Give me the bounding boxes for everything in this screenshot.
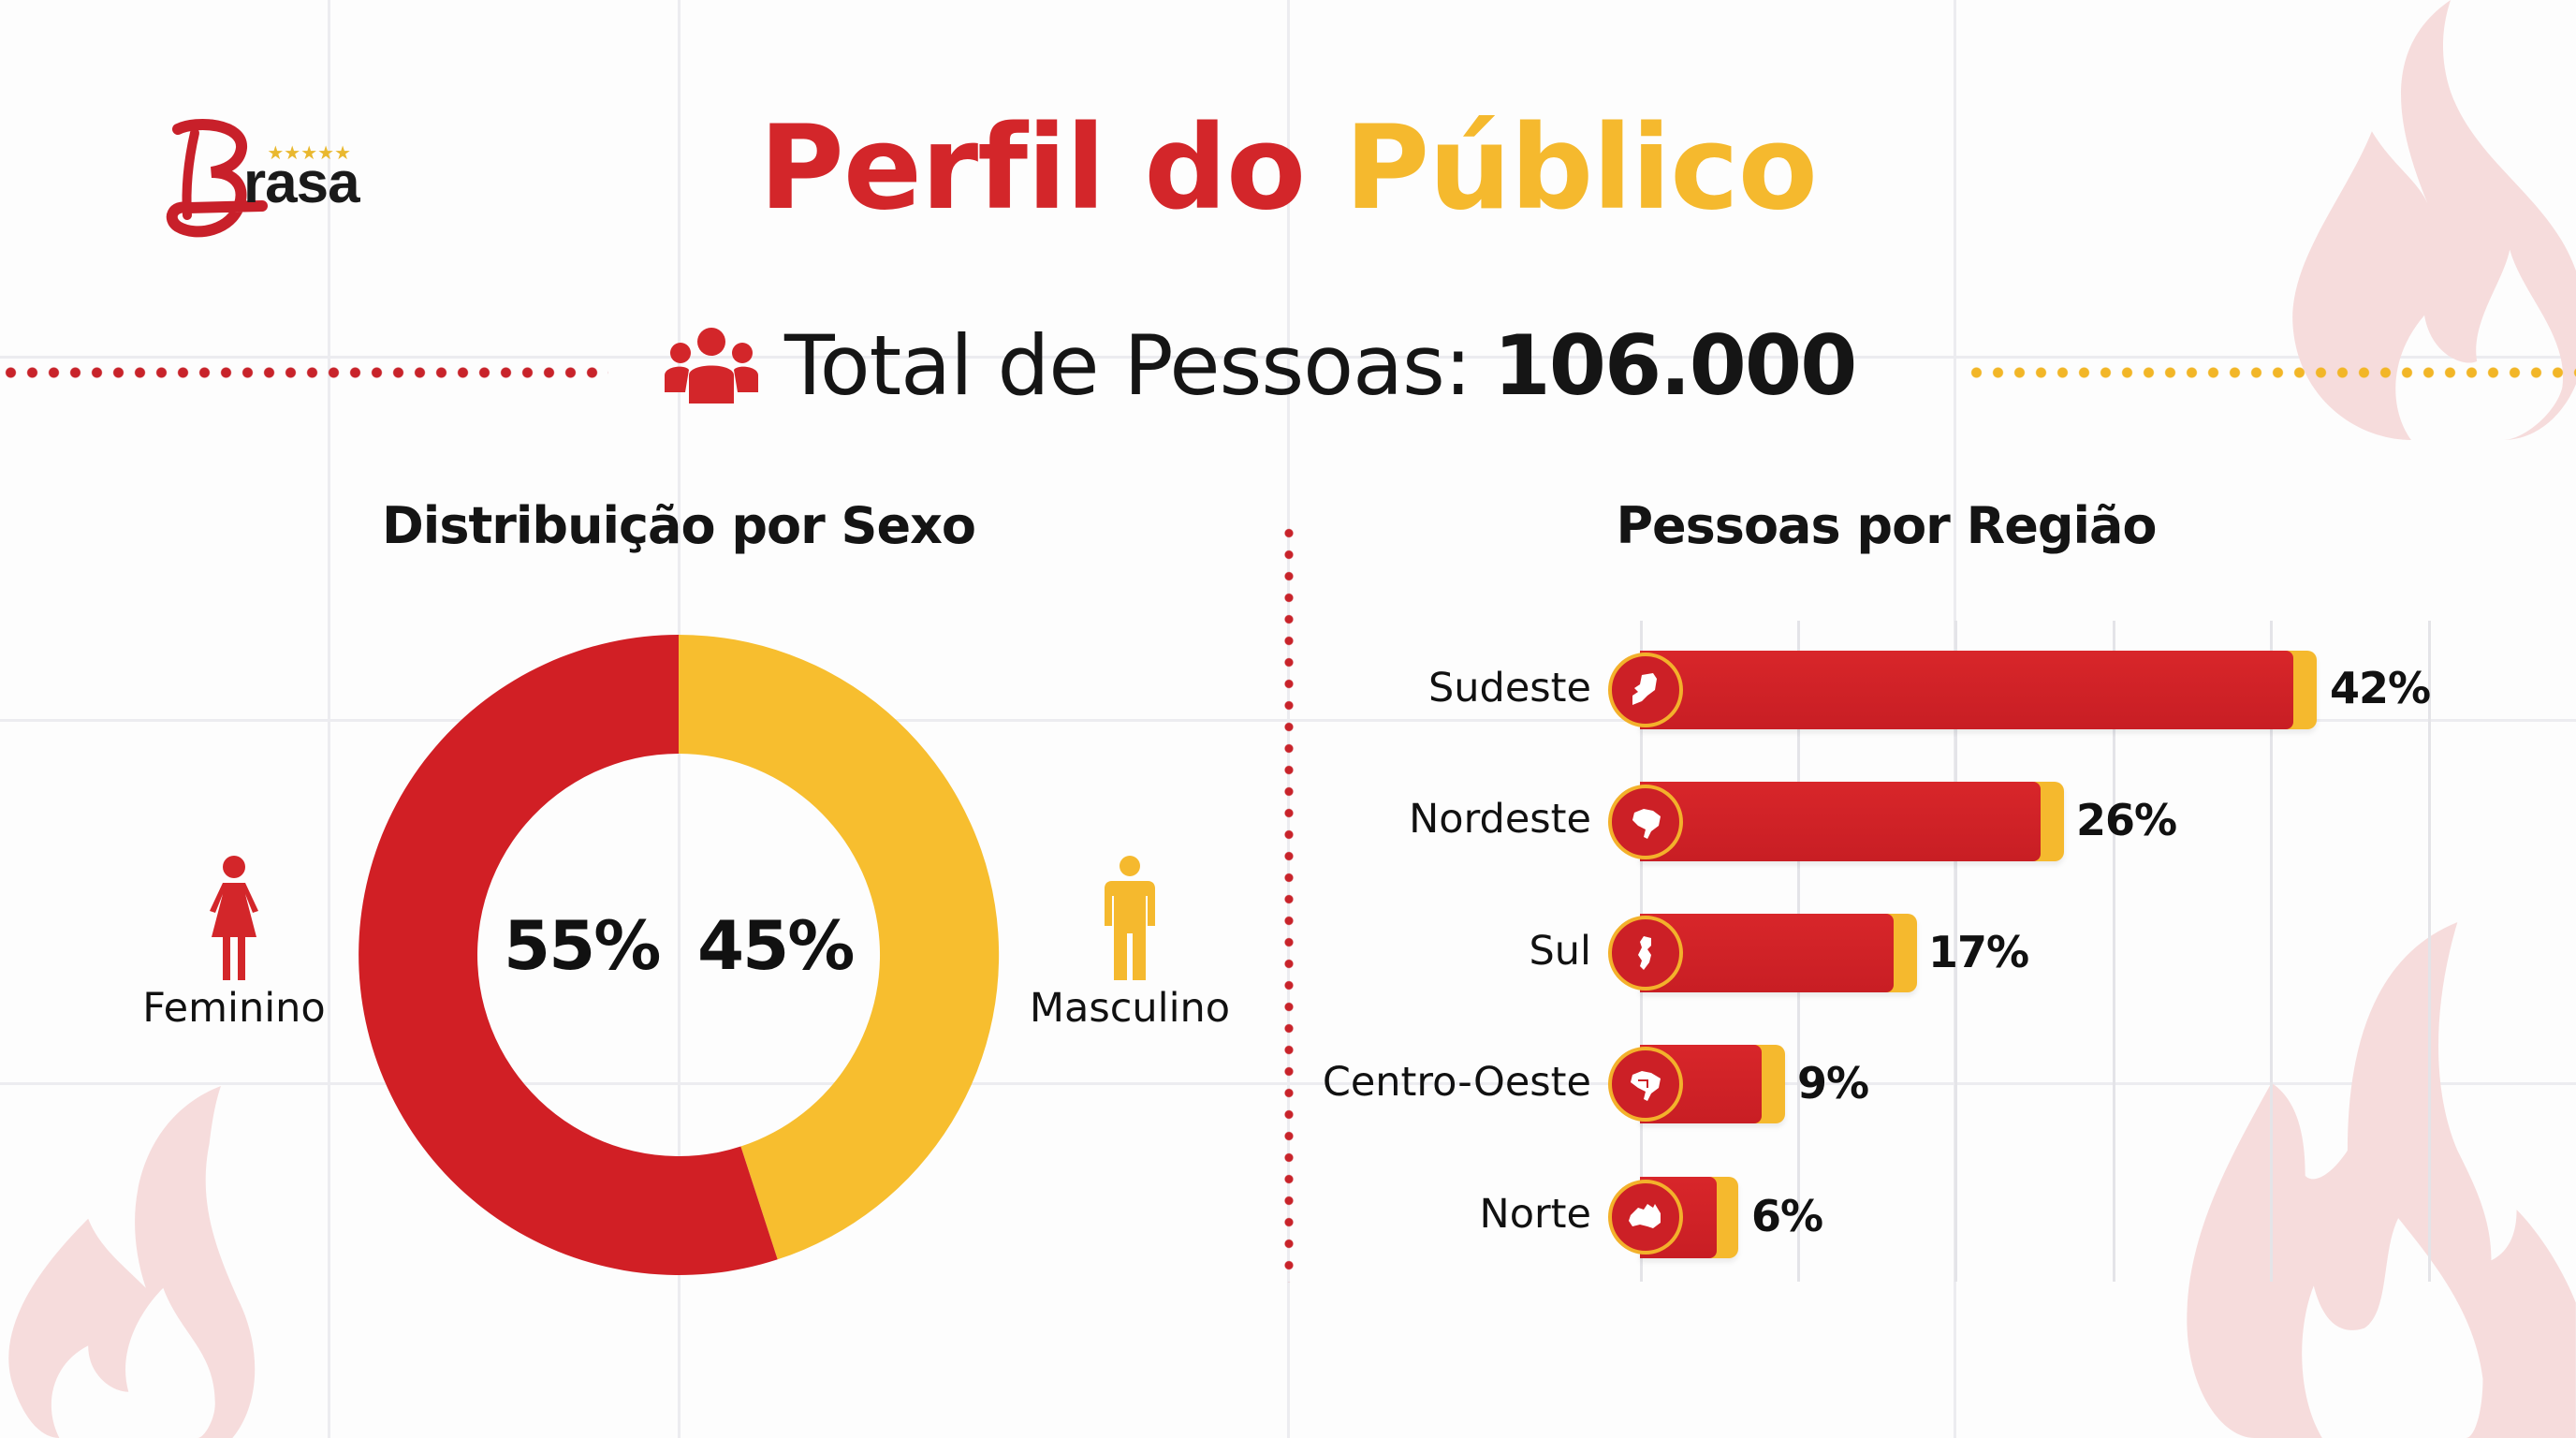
flame-icon: [2187, 922, 2576, 1438]
brasa-logo: ★★★★★ rasa: [140, 110, 393, 256]
bar-value-nordeste: 26%: [2076, 795, 2177, 845]
chart-grid-line: [1954, 621, 1957, 1282]
region-map-icon: [1608, 653, 1683, 727]
donut-segment-female: [359, 635, 778, 1275]
page-title-part1: Perfil do: [758, 101, 1306, 236]
bar-value-norte: 6%: [1751, 1191, 1823, 1241]
region-map-icon: [1608, 916, 1683, 990]
female-percentage: 55%: [504, 906, 661, 985]
logo-stars: ★★★★★: [267, 141, 351, 164]
male-percentage: 45%: [697, 906, 855, 985]
brazil-map-icon: [1608, 1047, 1683, 1122]
region-map-icon: [1608, 1180, 1683, 1255]
gender-donut-chart: [359, 635, 1000, 1275]
flame-icon: [2292, 0, 2576, 440]
bar-value-sudeste: 42%: [2330, 663, 2431, 713]
bar-nordeste: [1640, 782, 2064, 861]
bar-value-sul: 17%: [1928, 927, 2029, 977]
bar-label-norte: Norte: [1479, 1191, 1591, 1238]
flame-icon: [8, 1086, 256, 1438]
section-divider: [1284, 522, 1294, 1283]
bar-value-centro-oeste: 9%: [1797, 1058, 1869, 1108]
page-title: Perfil do Público: [0, 94, 2576, 243]
female-icon: [210, 856, 258, 980]
total-people: Total de Pessoas: 106.000: [665, 314, 1858, 417]
total-label: Total de Pessoas:: [784, 316, 1471, 414]
brazil-map-icon: [1608, 785, 1683, 859]
region-section-title: Pessoas por Região: [1616, 496, 2157, 555]
chart-grid-line: [2270, 621, 2273, 1282]
bar-label-centro-oeste: Centro-Oeste: [1322, 1059, 1591, 1106]
chart-grid-line: [2428, 621, 2431, 1282]
svg-text:rasa: rasa: [243, 151, 360, 215]
bar-label-nordeste: Nordeste: [1409, 796, 1591, 843]
chart-grid-line: [2113, 621, 2115, 1282]
page-title-part2: Público: [1344, 101, 1818, 236]
dotted-divider-left: [0, 367, 608, 378]
background-grid-line: [0, 356, 2576, 359]
dotted-divider-right: [1966, 367, 2576, 378]
group-icon: [665, 328, 758, 404]
male-icon: [1105, 856, 1155, 980]
bar-sudeste: [1640, 651, 2317, 729]
male-label: Masculino: [1029, 985, 1231, 1032]
total-value: 106.000: [1493, 316, 1858, 414]
bar-label-sudeste: Sudeste: [1427, 665, 1591, 712]
bar-label-sul: Sul: [1529, 928, 1592, 975]
female-label: Feminino: [142, 985, 326, 1032]
gender-section-title: Distribuição por Sexo: [381, 496, 976, 555]
donut-segment-male: [679, 635, 1000, 1260]
